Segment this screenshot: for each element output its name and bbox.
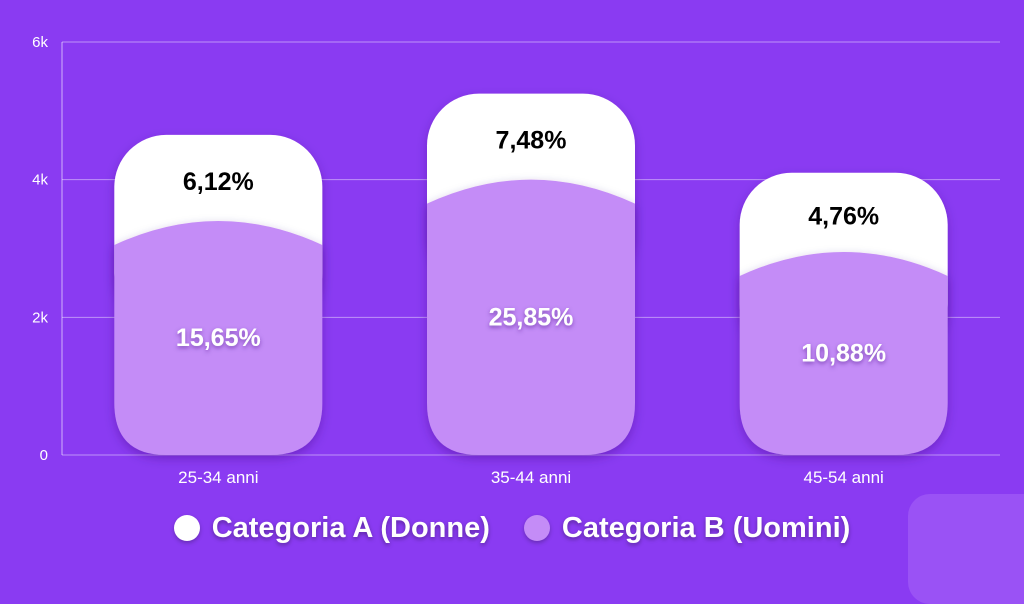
data-label-categoria-a: 6,12% bbox=[183, 168, 254, 196]
legend-item-categoria-a[interactable]: Categoria A (Donne) bbox=[173, 511, 490, 545]
data-label-categoria-b: 25,85% bbox=[489, 303, 574, 331]
legend-swatch-categoria-a bbox=[173, 515, 200, 541]
bar-group: 4,76% 10,88% bbox=[739, 172, 948, 455]
x-axis: 25-34 anni 35-44 anni 45-54 anni bbox=[178, 468, 884, 487]
legend: Categoria A (Donne) Categoria B (Uomini) bbox=[0, 506, 1024, 550]
bar-segment-categoria-b bbox=[114, 220, 323, 455]
bar-chart: 0 2k 4k 6k 6,12% 15,65% 7,48% 25,85% 4,76% 10,88… bbox=[32, 34, 1000, 487]
x-tick-label: 35-44 anni bbox=[491, 468, 571, 487]
x-tick-label: 25-34 anni bbox=[178, 468, 258, 487]
bars: 6,12% 15,65% 7,48% 25,85% 4,76% 10,88% bbox=[114, 93, 948, 455]
y-tick-label: 2k bbox=[32, 309, 48, 326]
bar-segment-categoria-b bbox=[427, 179, 635, 455]
data-label-categoria-a: 7,48% bbox=[496, 127, 567, 155]
bar-segment-categoria-b bbox=[739, 251, 948, 455]
legend-swatch-categoria-b bbox=[523, 515, 550, 541]
bar-group: 6,12% 15,65% bbox=[114, 134, 323, 455]
y-tick-label: 4k bbox=[32, 172, 48, 189]
data-label-categoria-b: 15,65% bbox=[176, 324, 261, 352]
y-axis: 0 2k 4k 6k bbox=[32, 34, 63, 464]
legend-label-categoria-b: Categoria B (Uomini) bbox=[561, 511, 851, 544]
data-label-categoria-a: 4,76% bbox=[808, 202, 879, 230]
y-tick-label: 0 bbox=[40, 447, 48, 464]
bar-group: 7,48% 25,85% bbox=[427, 93, 635, 455]
y-tick-label: 6k bbox=[32, 34, 48, 51]
data-label-categoria-b: 10,88% bbox=[801, 339, 886, 367]
legend-label-categoria-a: Categoria A (Donne) bbox=[211, 511, 490, 544]
legend-item-categoria-b[interactable]: Categoria B (Uomini) bbox=[523, 511, 851, 545]
x-tick-label: 45-54 anni bbox=[803, 468, 883, 487]
